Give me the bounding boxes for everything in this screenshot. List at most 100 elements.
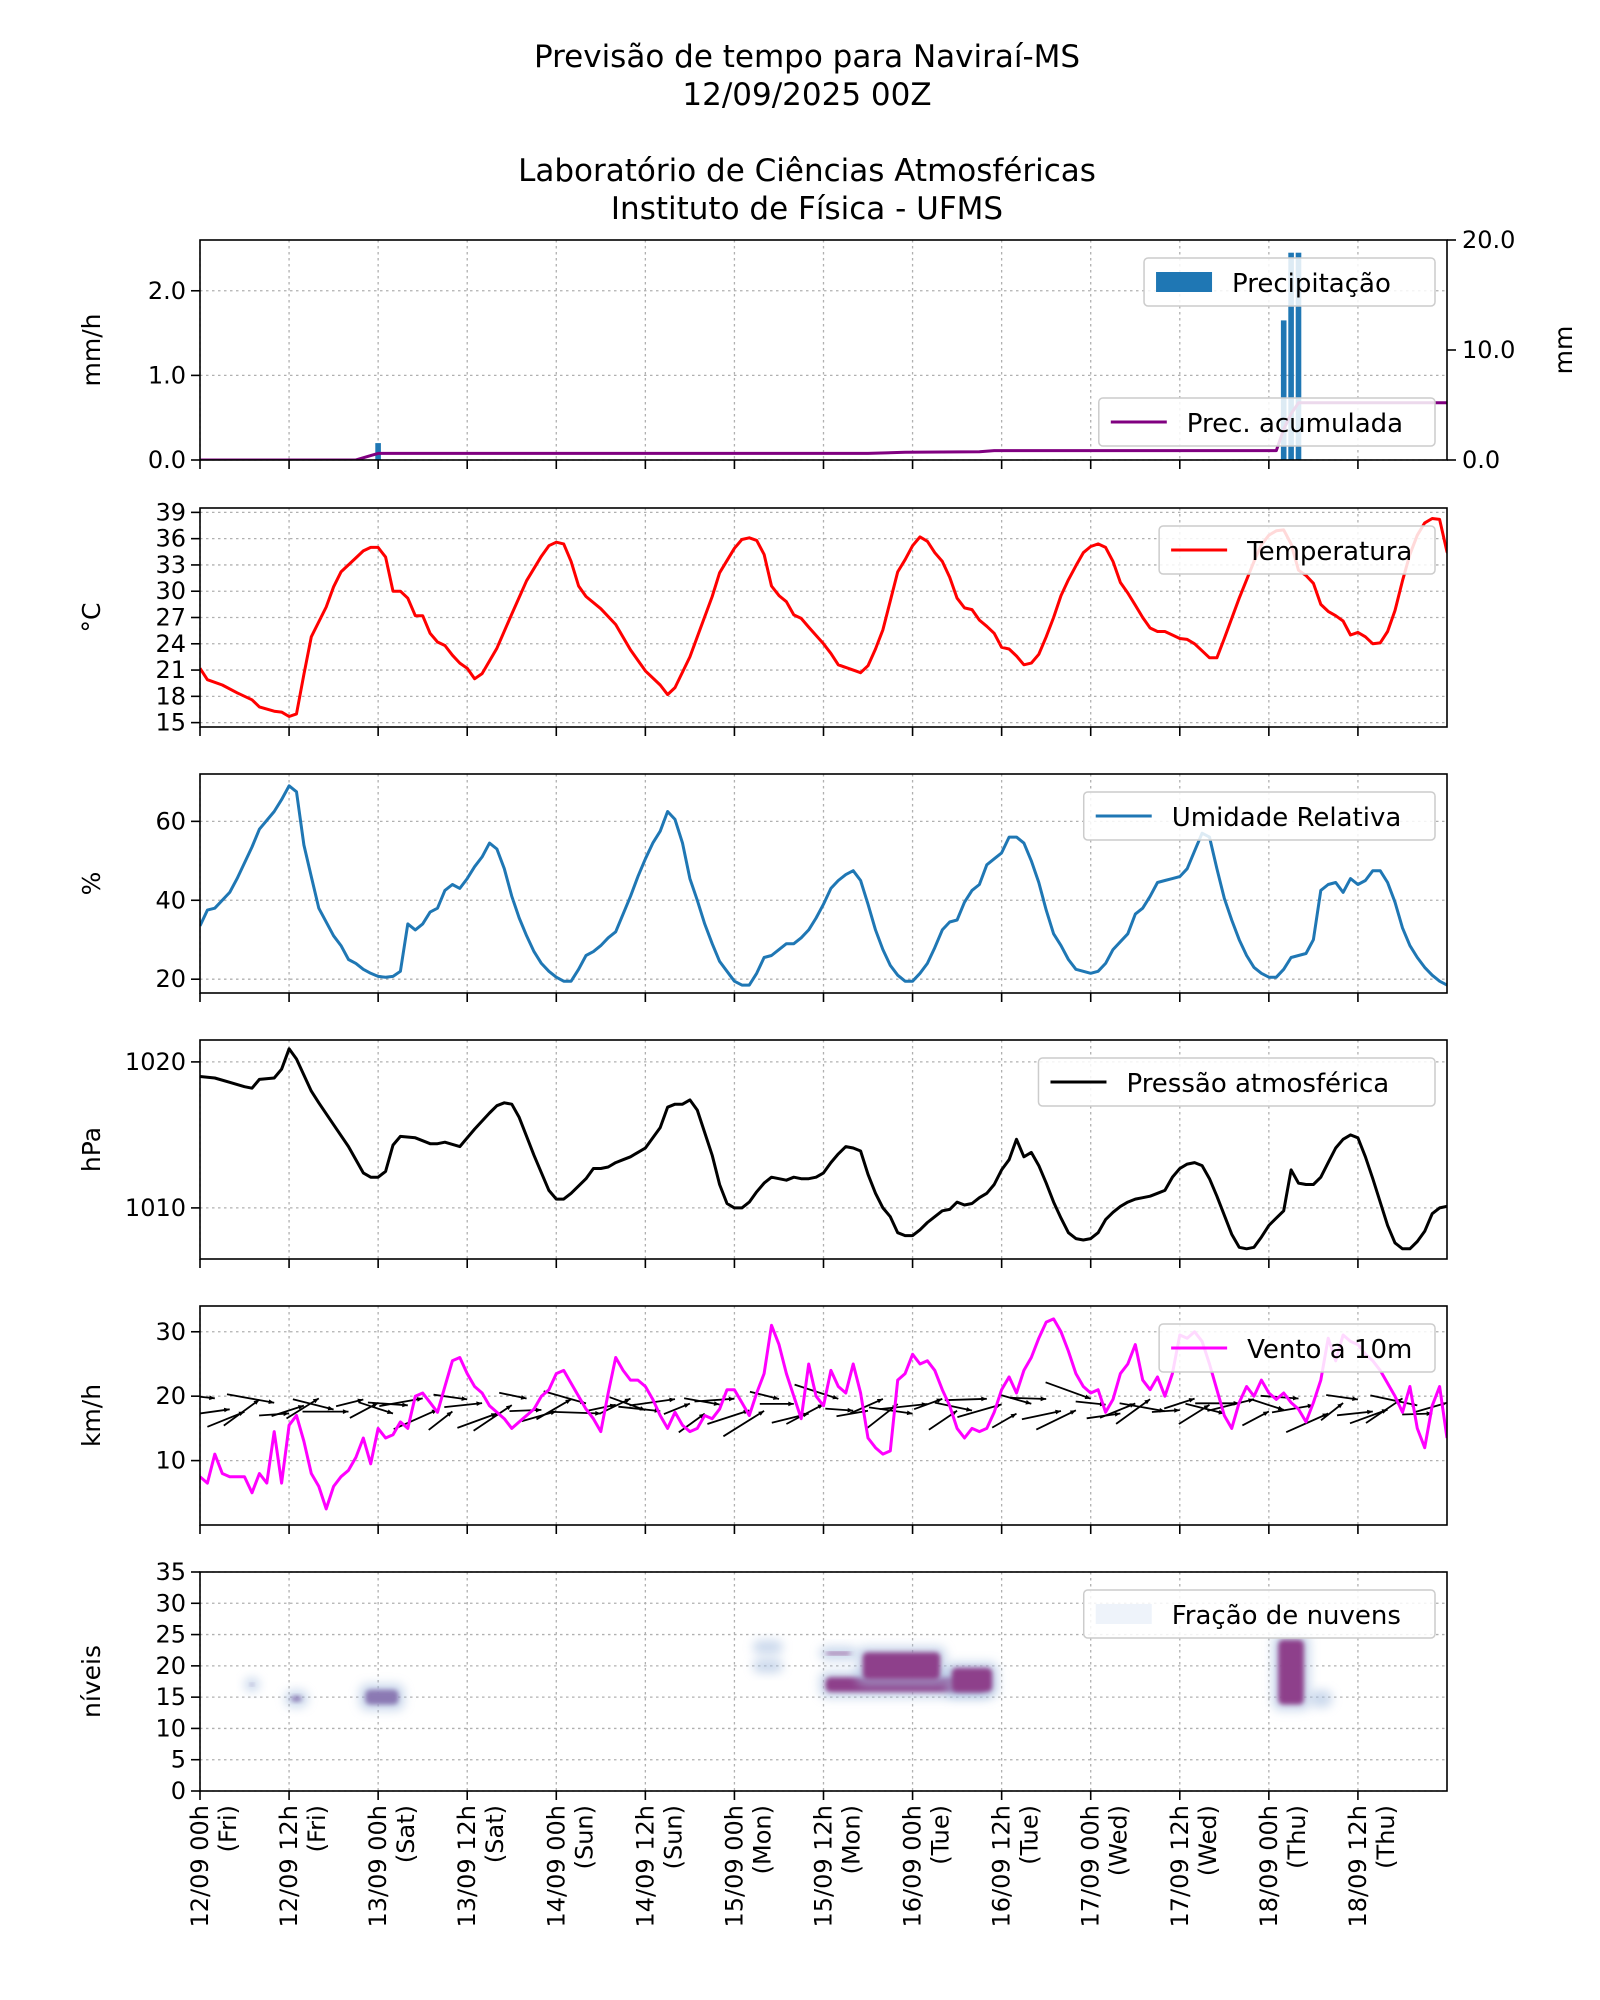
- right-tick-label: 0.0: [1462, 446, 1500, 474]
- x-tick-label: (Wed): [1194, 1805, 1222, 1876]
- left-tick-label: 21: [155, 656, 186, 684]
- y-axis-label: mm/h: [77, 314, 106, 387]
- wind-arrow: [1271, 1404, 1314, 1414]
- panel-6: 0 5 10 15 20 25 30 35 níveis Fração de nuvens: [77, 1558, 1448, 1805]
- cloud-blob-8: [945, 1661, 999, 1699]
- wind-speed-line: [200, 1317, 1447, 1511]
- precip-bar-1: [1280, 320, 1287, 460]
- right-tick-label: 20.0: [1462, 226, 1515, 254]
- left-tick-label: 0: [171, 1777, 186, 1805]
- wind-arrow: [457, 1412, 498, 1429]
- left-tick-label: 39: [155, 498, 186, 526]
- cloud-blob-4: [752, 1658, 783, 1673]
- cloud-blob-10: [1309, 1690, 1333, 1708]
- right-tick-label: 10.0: [1462, 336, 1515, 364]
- wind-arrow: [1115, 1398, 1151, 1425]
- x-tick-label: (Mon): [838, 1805, 866, 1874]
- legend-label: Temperatura: [1246, 537, 1412, 567]
- left-tick-label: 20: [155, 1652, 186, 1680]
- wind-arrow: [1119, 1402, 1166, 1413]
- left-tick-label: 20: [155, 965, 186, 993]
- legend: Precipitação Prec. acumulada: [1098, 257, 1436, 447]
- wind-arrow: [957, 1403, 1002, 1418]
- wind-arrow: [694, 1397, 735, 1403]
- x-tick-label: (Tue): [927, 1805, 955, 1865]
- right-axis: 0.0 10.0 20.0 mm: [1447, 226, 1578, 474]
- wind-arrow: [543, 1390, 587, 1405]
- wind-arrow: [1099, 1402, 1136, 1419]
- x-tick-label: (Wed): [1105, 1805, 1133, 1876]
- legend-label: Vento a 10m: [1247, 1335, 1412, 1365]
- x-tick-label: (Sat): [392, 1805, 420, 1863]
- wind-arrow: [521, 1410, 557, 1423]
- precip-bar-0: [375, 443, 381, 460]
- wind-arrow: [618, 1405, 661, 1412]
- wind-arrow: [1035, 1409, 1077, 1431]
- x-tick-label: 15/09 12h: [810, 1805, 838, 1928]
- x-tick-label: 16/09 12h: [988, 1805, 1016, 1928]
- left-tick-label: 1020: [125, 1048, 186, 1076]
- wind-arrow: [393, 1408, 438, 1431]
- wind-arrow: [552, 1411, 601, 1415]
- x-tick-label: 18/09 00h: [1255, 1805, 1283, 1928]
- cloud-blob-5: [819, 1646, 858, 1661]
- x-tick-label: (Tue): [1016, 1805, 1044, 1865]
- left-tick-label: 30: [155, 1318, 186, 1346]
- precip-bar-3: [1295, 252, 1302, 460]
- title-line-4: Laboratório de Ciências Atmosféricas: [518, 153, 1096, 189]
- left-tick-label: 60: [155, 807, 186, 835]
- panel-4: 1010 1020 hPa Pressão atmosférica: [77, 1039, 1448, 1268]
- left-tick-label: 5: [171, 1746, 186, 1774]
- wind-arrow: [1045, 1381, 1092, 1400]
- y-axis-label: km/h: [77, 1384, 106, 1447]
- series-line: [200, 1047, 1447, 1251]
- legend-label: Fração de nuvens: [1172, 1601, 1401, 1631]
- legend: Pressão atmosférica: [1037, 1057, 1436, 1107]
- title-line-5: Instituto de Física - UFMS: [611, 191, 1003, 227]
- figure-title: Previsão de tempo para Naviraí-MS 12/09/…: [518, 39, 1096, 227]
- wind-arrow: [707, 1409, 750, 1425]
- cloud-blob-0: [244, 1677, 260, 1692]
- wind-arrow: [226, 1393, 275, 1404]
- title-line-2: 12/09/2025 00Z: [682, 77, 931, 113]
- wind-arrow: [286, 1397, 320, 1420]
- series-line: [200, 784, 1447, 987]
- wind-arrow: [1010, 1396, 1047, 1400]
- panel-5: 10 20 30 km/h Vento a 10m: [77, 1305, 1448, 1534]
- left-tick-label: 35: [155, 1558, 186, 1586]
- left-tick-label: 27: [155, 604, 186, 632]
- x-tick-label: (Sun): [659, 1805, 687, 1869]
- x-tick-label: 12/09 00h: [186, 1805, 214, 1928]
- wind-arrow: [1285, 1412, 1329, 1434]
- cloud-blob-1: [285, 1690, 308, 1708]
- x-tick-label: 12/09 12h: [275, 1805, 303, 1928]
- y-axis-label: %: [77, 872, 106, 896]
- wind-arrow: [1185, 1402, 1225, 1415]
- panel-3: 20 40 60% Umidade Relativa: [77, 773, 1448, 1002]
- x-tick-label: (Sat): [481, 1805, 509, 1863]
- x-tick-label: (Thu): [1372, 1805, 1400, 1869]
- left-tick-label: 15: [155, 1683, 186, 1711]
- wind-arrow: [200, 1408, 230, 1415]
- time-axis: 12/09 00h (Fri) 12/09 12h (Fri) 13/09 00h (Sa…: [186, 1805, 1400, 1928]
- cloud-blob-9: [1272, 1633, 1310, 1711]
- cloud-blob-2: [359, 1683, 405, 1711]
- legend: Umidade Relativa: [1082, 791, 1436, 841]
- x-tick-label: (Mon): [748, 1805, 776, 1874]
- left-tick-label: 15: [155, 709, 186, 737]
- legend-swatch: [1156, 272, 1213, 292]
- x-tick-label: 14/09 00h: [542, 1805, 570, 1928]
- left-axis: 20 40 60: [155, 807, 200, 993]
- x-tick-label: 17/09 00h: [1077, 1805, 1105, 1928]
- left-tick-label: 10: [155, 1714, 186, 1742]
- wind-arrow: [223, 1398, 260, 1427]
- wind-arrow: [1251, 1398, 1284, 1411]
- wind-arrow: [473, 1404, 513, 1432]
- wind-arrow: [629, 1398, 676, 1407]
- left-tick-label: 0.0: [148, 446, 186, 474]
- x-tick-label: 17/09 12h: [1166, 1805, 1194, 1928]
- x-tick-label: 16/09 00h: [899, 1805, 927, 1928]
- left-axis: 1010 1020: [125, 1048, 200, 1222]
- y-axis-label: hPa: [77, 1127, 106, 1172]
